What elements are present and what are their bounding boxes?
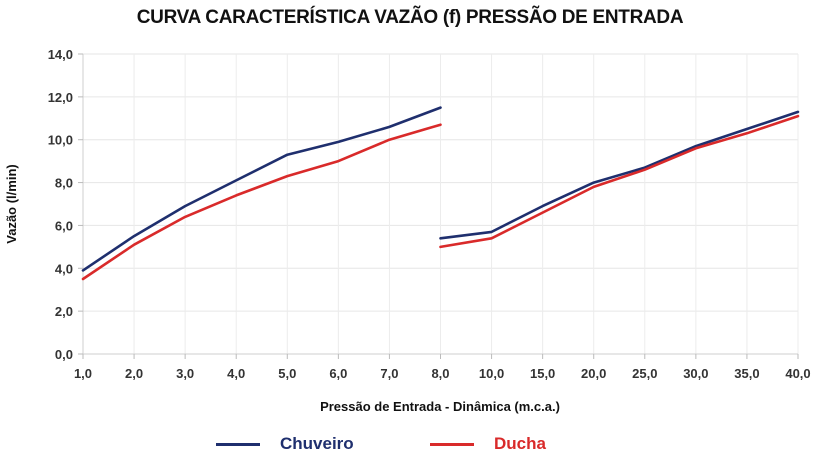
legend: Chuveiro Ducha [0, 434, 820, 464]
y-tick-label: 4,0 [55, 261, 73, 276]
legend-item-ducha: Ducha [430, 434, 546, 454]
y-tick-label: 8,0 [55, 176, 73, 191]
x-tick-label: 2,0 [125, 366, 143, 381]
legend-label-chuveiro: Chuveiro [280, 434, 354, 453]
series-line-chuveiro-segment-1 [81, 106, 442, 272]
legend-swatch-chuveiro [216, 442, 260, 446]
legend-item-chuveiro: Chuveiro [216, 434, 354, 454]
x-tick-label: 5,0 [278, 366, 296, 381]
y-tick-label: 12,0 [48, 90, 73, 105]
x-tick-label: 1,0 [74, 366, 92, 381]
series-line-chuveiro-segment-2 [439, 110, 800, 240]
y-tick-label: 6,0 [55, 218, 73, 233]
x-tick-label: 8,0 [431, 366, 449, 381]
y-tick-label: 14,0 [48, 47, 73, 62]
y-tick-label: 0,0 [55, 347, 73, 362]
x-tick-label: 40,0 [785, 366, 810, 381]
x-tick-label: 35,0 [734, 366, 759, 381]
x-tick-label: 30,0 [683, 366, 708, 381]
x-tick-label: 10,0 [479, 366, 504, 381]
line-chart: 0,0 2,0 4,0 6,0 8,0 10,0 12,0 14,0 1,0 2,0 3,0 4,0… [4, 47, 811, 414]
x-tick-label: 7,0 [380, 366, 398, 381]
series-lines [81, 106, 800, 281]
legend-swatch-ducha [430, 442, 474, 446]
series-line-ducha-segment-1 [81, 123, 442, 281]
x-tick-label: 3,0 [176, 366, 194, 381]
x-axis-ticks: 1,0 2,0 3,0 4,0 5,0 6,0 7,0 8,0 10,0 15,0 20,0 25,0… [74, 354, 811, 381]
y-axis-title: Vazão (l/min) [4, 164, 19, 243]
x-axis-title: Pressão de Entrada - Dinâmica (m.c.a.) [320, 399, 560, 414]
grid [82, 53, 799, 355]
x-tick-label: 25,0 [632, 366, 657, 381]
chart-title: CURVA CARACTERÍSTICA VAZÃO (f) PRESSÃO D… [136, 7, 684, 28]
y-axis-ticks: 0,0 2,0 4,0 6,0 8,0 10,0 12,0 14,0 [48, 47, 83, 362]
x-tick-label: 20,0 [581, 366, 606, 381]
x-tick-label: 6,0 [329, 366, 347, 381]
x-tick-label: 4,0 [227, 366, 245, 381]
y-tick-label: 2,0 [55, 304, 73, 319]
y-tick-label: 10,0 [48, 133, 73, 148]
x-tick-label: 15,0 [530, 366, 555, 381]
legend-label-ducha: Ducha [494, 434, 546, 453]
series-line-ducha-segment-2 [439, 114, 800, 249]
